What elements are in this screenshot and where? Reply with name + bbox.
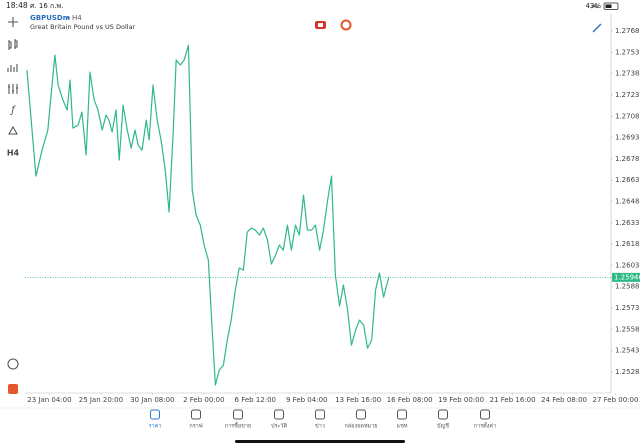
y-tick-label: 1.27230 [615, 91, 640, 99]
symbol[interactable]: GBPUSDm [30, 14, 70, 22]
y-tick-label: 1.26180 [615, 240, 640, 248]
x-tick-label: 2 Feb 00:00 [183, 396, 224, 404]
nav-icon [233, 409, 243, 420]
y-tick-label: 1.27080 [615, 112, 640, 120]
flag-icon-inner [318, 23, 323, 27]
status-date: ศ. 16 ก.พ. [30, 2, 63, 10]
nav-icon [191, 409, 201, 420]
y-tick-label: 1.27680 [615, 27, 640, 35]
x-tick-label: 19 Feb 00:00 [438, 396, 484, 404]
draw-tool-icon[interactable] [592, 23, 602, 33]
nav-icon [315, 409, 325, 420]
y-tick-label: 1.25280 [615, 368, 640, 376]
nav-item[interactable]: ข่าว [315, 409, 325, 430]
nav-label: บัญชี [437, 423, 449, 430]
nav-label: กล่องจดหมาย [344, 424, 377, 430]
nav-icon [480, 409, 490, 420]
x-tick-label: 23 Jan 04:00 [27, 396, 71, 404]
toolbar-timeframe[interactable]: H4 [7, 149, 20, 158]
home-indicator [235, 440, 405, 443]
y-tick-label: 1.26930 [615, 134, 640, 142]
y-tick-label: 1.26330 [615, 219, 640, 227]
nav-item[interactable]: กล่องจดหมาย [344, 409, 378, 430]
nav-item[interactable]: กราฟ [189, 409, 203, 430]
nav-item[interactable]: บัญชี [437, 409, 449, 430]
y-tick-label: 1.25730 [615, 304, 640, 312]
x-tick-label: 30 Jan 08:00 [130, 396, 174, 404]
y-tick-label: 1.26030 [615, 261, 640, 269]
nav-label: การตั้งค่า [474, 422, 496, 430]
nav-item[interactable]: การซื้อขาย [225, 409, 251, 430]
y-tick-label: 1.27380 [615, 70, 640, 78]
nav-label: กราฟ [189, 423, 202, 430]
nav-icon [356, 409, 366, 420]
wifi-icon [590, 4, 599, 9]
y-tick-label: 1.26480 [615, 198, 640, 206]
price-line [26, 44, 390, 386]
status-time: 18:48 [6, 1, 28, 10]
chart: 1.27680 1.27530 1.27380 1.27230 1.27080 1.269… [25, 27, 640, 404]
current-price-label: 1.25946 [614, 273, 640, 281]
battery-icon [603, 2, 619, 10]
nav-label: ราคา [149, 424, 162, 430]
x-tick-label: 27 Feb 00:00 [593, 396, 639, 404]
nav-icon [397, 409, 407, 420]
current-price-box [612, 272, 640, 282]
objects-icon[interactable] [8, 125, 18, 135]
y-tick-label: 1.26630 [615, 176, 640, 184]
nav-item[interactable]: แชท [397, 409, 408, 430]
one-click-icon[interactable] [340, 19, 352, 31]
x-tick-label: 16 Feb 08:00 [387, 396, 433, 404]
battery-level [605, 4, 612, 8]
nav-item[interactable]: ราคา [149, 409, 162, 430]
nav-icon [150, 409, 160, 420]
nav-icon [438, 409, 448, 420]
bottom-nav: ราคา กราฟ การซื้อขาย ประวัติ ข่าว กล่องจดหมาย… [149, 409, 496, 430]
nav-item[interactable]: การตั้งค่า [474, 409, 496, 430]
x-tick-label: 24 Feb 08:00 [541, 396, 587, 404]
y-tick-label: 1.26780 [615, 155, 640, 163]
function-icon[interactable]: ƒ [9, 105, 16, 116]
nav-label: แชท [397, 423, 408, 430]
nav-label: การซื้อขาย [225, 422, 251, 430]
settings-icon[interactable] [8, 84, 18, 94]
y-tick-label: 1.27530 [615, 48, 640, 56]
history-icon[interactable] [7, 358, 19, 370]
description: Great Britain Pound vs US Dollar [30, 23, 136, 31]
y-tick-label: 1.25580 [615, 325, 640, 333]
x-tick-label: 25 Jan 20:00 [79, 396, 123, 404]
chart-type-icon[interactable] [8, 39, 18, 50]
nav-item[interactable]: ประวัติ [271, 409, 287, 430]
y-tick-label: 1.25430 [615, 347, 640, 355]
y-tick-label: 1.25880 [615, 283, 640, 291]
nav-icon [274, 409, 284, 420]
x-tick-label: 13 Feb 16:00 [335, 396, 381, 404]
dropdown-arrow[interactable] [66, 17, 70, 19]
app-icon[interactable] [8, 384, 18, 394]
nav-label: ข่าว [315, 424, 325, 430]
timeframe: H4 [72, 14, 82, 22]
x-tick-label: 21 Feb 16:00 [490, 396, 536, 404]
indicators-icon[interactable] [7, 64, 18, 72]
x-tick-label: 9 Feb 04:00 [286, 396, 327, 404]
crosshair-icon[interactable] [8, 17, 18, 27]
x-tick-label: 6 Feb 12:00 [235, 396, 276, 404]
nav-label: ประวัติ [271, 423, 287, 430]
